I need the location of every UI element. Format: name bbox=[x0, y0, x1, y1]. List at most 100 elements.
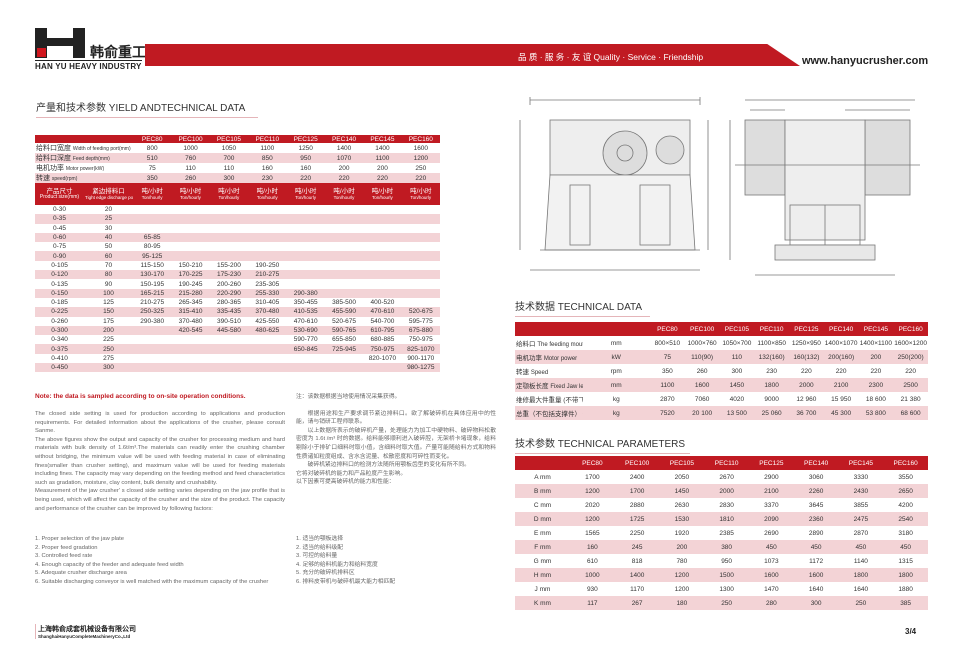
capacity-value bbox=[363, 279, 401, 288]
unit: mm bbox=[610, 339, 622, 347]
capacity-value bbox=[363, 205, 401, 214]
capacity-value bbox=[171, 363, 210, 373]
model-header: PEC125 bbox=[286, 135, 325, 143]
spec-value: 160 bbox=[300, 164, 312, 172]
param-value: 260 bbox=[696, 367, 708, 375]
capacity-value: 175-230 bbox=[209, 270, 249, 280]
spec-value: 1100 bbox=[260, 144, 275, 152]
capacity-value: 215-280 bbox=[171, 288, 210, 298]
capacity-value: 95-125 bbox=[133, 251, 172, 261]
unit-header: 吨/小时 Ton/hourly bbox=[171, 183, 210, 205]
model-header: PEC100 bbox=[684, 322, 720, 336]
yield-row: 0-225 150 250-325 315-410 335-435 370-480 410-… bbox=[35, 307, 440, 317]
product-size: 0-105 bbox=[51, 261, 68, 269]
spec-value: 1000 bbox=[183, 144, 198, 152]
spec-value: 200 bbox=[377, 164, 388, 172]
dimension-value: 1725 bbox=[614, 512, 660, 526]
dimension-value: 2830 bbox=[719, 501, 734, 509]
spec-value: 260 bbox=[171, 173, 210, 183]
param-value: 12 960 bbox=[796, 395, 817, 403]
param-value: 2300 bbox=[858, 378, 894, 392]
unit-header: 吨/小时 Ton/hourly bbox=[133, 183, 172, 205]
capacity-value bbox=[363, 214, 402, 224]
capacity-value bbox=[171, 224, 209, 233]
spec-value: 220 bbox=[363, 173, 402, 183]
model-header: PEC100 bbox=[614, 456, 660, 470]
factor-item: 4. Enough capacity of the feeder and ade… bbox=[35, 561, 184, 568]
param-value: 250(200) bbox=[893, 350, 928, 364]
product-size: 0-35 bbox=[35, 214, 84, 224]
product-size: 0-90 bbox=[35, 251, 84, 261]
capacity-value bbox=[287, 261, 325, 270]
size-header: 产品尺寸 Product size(mm) bbox=[35, 183, 84, 205]
param-value: 25 060 bbox=[754, 406, 789, 420]
capacity-value: 390-510 bbox=[217, 317, 241, 325]
capacity-value: 170-225 bbox=[171, 270, 210, 280]
discharge-port: 70 bbox=[104, 261, 113, 269]
header-blank bbox=[35, 135, 133, 143]
spec-value: 510 bbox=[133, 153, 172, 163]
product-size: 0-225 bbox=[35, 307, 84, 317]
dimension-value: 1200 bbox=[659, 568, 705, 582]
header-banner bbox=[145, 44, 800, 66]
dimension-value: 200 bbox=[659, 540, 705, 554]
dimension-row: B mm 1200 1700 1450 2000 2100 2260 2430 2650 bbox=[515, 484, 928, 498]
table-header: PEC80 PEC100 PEC105 PEC110 PEC125 PEC140 PEC14… bbox=[515, 322, 928, 336]
capacity-value bbox=[286, 232, 325, 243]
logo-icon bbox=[35, 28, 85, 58]
capacity-value bbox=[248, 251, 287, 261]
capacity-value: 520-675 bbox=[401, 307, 440, 317]
capacity-value bbox=[324, 288, 364, 298]
website-link[interactable]: www.hanyucrusher.com bbox=[802, 55, 929, 67]
capacity-value: 165-215 bbox=[133, 288, 172, 298]
capacity-value: 675-880 bbox=[401, 325, 440, 336]
param-value: 300 bbox=[731, 367, 743, 375]
param-value: 21 380 bbox=[900, 395, 921, 403]
discharge-port: 20 bbox=[104, 206, 113, 214]
capacity-value bbox=[171, 205, 209, 214]
param-value: 9000 bbox=[764, 395, 779, 403]
capacity-value: 220-290 bbox=[209, 288, 249, 298]
unit-header: 吨/小时 Ton/hourly bbox=[286, 183, 325, 205]
dimension-label: D mm bbox=[515, 512, 570, 526]
dimension-value: 245 bbox=[614, 540, 660, 554]
param-value: 68 600 bbox=[893, 406, 928, 420]
capacity-value bbox=[248, 205, 286, 214]
capacity-value bbox=[402, 279, 440, 288]
capacity-value bbox=[402, 205, 440, 214]
param-value: 220 bbox=[800, 367, 812, 375]
company-name-en: ShanghaiHanyuCompleteMachineryCo.,Ltd bbox=[38, 634, 131, 639]
capacity-value: 455-590 bbox=[324, 307, 364, 317]
spec-value: 110 bbox=[185, 164, 196, 172]
tech-params-table: PEC80 PEC100 PEC105 PEC110 PEC125 PEC140 PEC14… bbox=[515, 456, 928, 610]
param-value: 2500 bbox=[893, 378, 928, 392]
spec-value: 230 bbox=[248, 173, 287, 183]
param-value: 350 bbox=[661, 367, 673, 375]
capacity-value: 590-765 bbox=[324, 325, 364, 336]
capacity-value bbox=[363, 251, 402, 261]
capacity-value bbox=[402, 261, 440, 270]
dimension-value: 1700 bbox=[614, 484, 660, 498]
param-value: 800×510 bbox=[654, 339, 681, 347]
dimension-value: 2670 bbox=[719, 473, 734, 481]
param-value: 200(160) bbox=[823, 350, 859, 364]
yield-table: PEC80 PEC100 PEC105 PEC110 PEC125 PEC140 PEC14… bbox=[35, 135, 440, 373]
product-size: 0-375 bbox=[35, 344, 84, 354]
crusher-side-view-drawing bbox=[519, 97, 709, 271]
dimension-row: F mm 160 245 200 380 450 450 450 450 bbox=[515, 540, 928, 554]
param-value: 110 bbox=[719, 350, 755, 364]
spec-label: 给料口宽度 Width of feeding port(mm) bbox=[36, 145, 131, 152]
spec-label: 电机功率 Motor power(kW) bbox=[36, 165, 105, 172]
capacity-value: 980-1275 bbox=[401, 363, 440, 373]
spec-value: 160 bbox=[261, 164, 273, 172]
dimension-value: 4200 bbox=[898, 501, 913, 509]
logo-text-cn: 韩俞重工 bbox=[90, 44, 146, 60]
param-value: 220 bbox=[835, 367, 847, 375]
spec-label: 转速 speed(rpm) bbox=[35, 173, 133, 183]
capacity-value: 250-325 bbox=[133, 307, 172, 317]
dimension-value: 1300 bbox=[719, 585, 734, 593]
model-header: PEC145 bbox=[838, 456, 884, 470]
model-header: PEC125 bbox=[749, 456, 794, 470]
capacity-value bbox=[401, 232, 440, 243]
